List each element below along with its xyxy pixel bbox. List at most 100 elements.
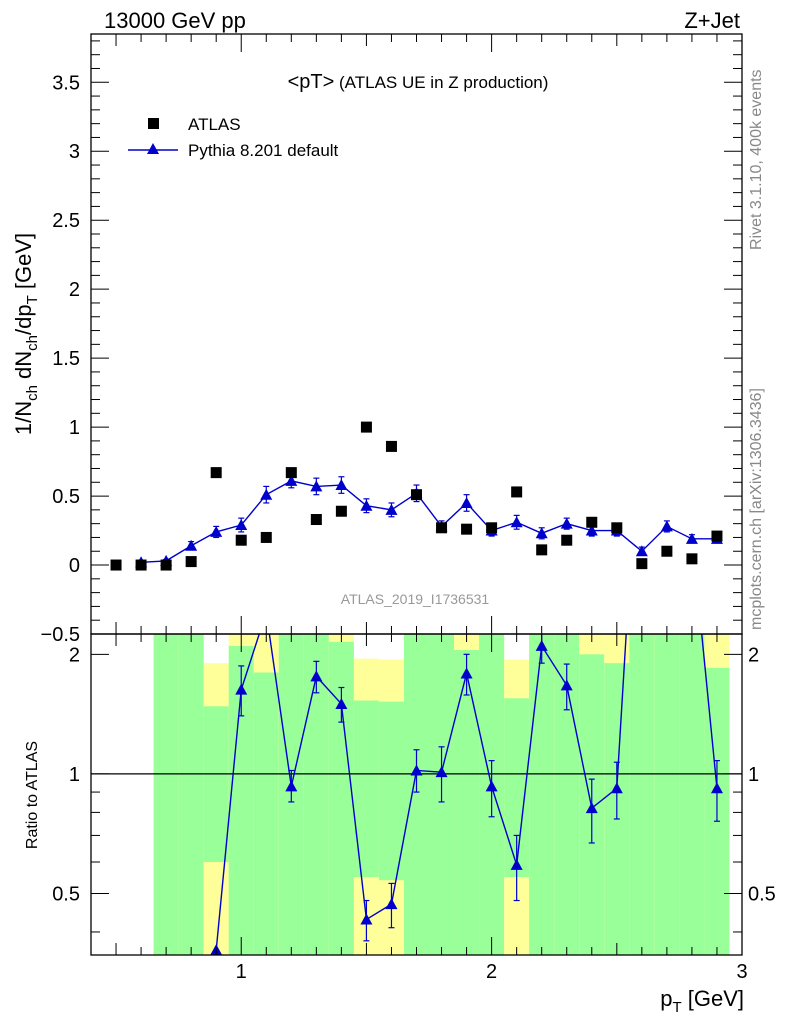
atlas-point-1	[135, 559, 147, 571]
y-label-sub-ch: ch	[24, 385, 41, 401]
main-y-tick-label-2: 0.5	[52, 486, 80, 508]
pythia-point-17	[560, 517, 573, 529]
legend: ATLAS Pythia 8.201 default	[128, 115, 339, 160]
ratio-point-19	[710, 782, 723, 794]
ratio-inner-band-15	[529, 634, 555, 955]
ratio-point-11	[485, 780, 498, 792]
atlas-point-3	[185, 556, 197, 568]
header-right: Z+Jet	[684, 8, 740, 33]
pythia-point-6	[285, 474, 298, 486]
ratio-y-tick-label-left-2: 2	[69, 644, 80, 666]
ratio-point-1	[235, 683, 248, 695]
chart-title-main: <pT>	[288, 71, 335, 93]
x-label-sub: T	[672, 999, 681, 1016]
atlas-point-2	[160, 559, 172, 571]
main-y-tick-label-6: 2.5	[52, 210, 80, 232]
ratio-point-9	[435, 766, 448, 778]
legend-pythia-marker	[147, 143, 159, 154]
atlas-point-13	[436, 522, 448, 534]
main-y-tick-label-7: 3	[69, 141, 80, 163]
ratio-y-tick-label-left-0: 0.5	[52, 883, 80, 905]
ratio-inner-band-1	[178, 634, 204, 955]
ratio-point-5	[335, 697, 348, 709]
ratio-inner-band-4	[253, 672, 279, 955]
pythia-point-20	[635, 545, 648, 557]
ratio-point-14	[560, 679, 573, 691]
main-y-tick-label-0: −0.5	[41, 624, 80, 646]
atlas-point-7	[285, 467, 297, 479]
atlas-point-20	[611, 522, 623, 534]
ratio-inner-band-20	[654, 634, 680, 955]
chart-title-rest: (ATLAS UE in Z production)	[334, 73, 548, 92]
ratio-point-13	[535, 639, 548, 651]
ratio-point-10	[460, 667, 473, 679]
mcplots-side-label: mcplots.cern.ch [arXiv:1306.3436]	[748, 388, 765, 630]
pythia-point-4	[235, 519, 248, 531]
ratio-series-group	[210, 371, 723, 955]
x-axis-label: pT [GeV]	[660, 986, 744, 1016]
axis-tick-labels: −0.5 0 0.5 1 1.5 2 2.5 3 3.5 1 2 3 0.5 0.5 1 1 2 2	[41, 72, 776, 983]
y-label-part2: dN	[11, 351, 36, 385]
header-left: 13000 GeV pp	[104, 8, 246, 33]
pythia-point-18	[585, 524, 598, 536]
pythia-point-22	[685, 532, 698, 544]
atlas-point-16	[511, 486, 523, 498]
pythia-point-8	[335, 479, 348, 491]
main-y-tick-label-4: 1.5	[52, 348, 80, 370]
atlas-point-9	[335, 505, 347, 517]
ratio-point-12	[510, 858, 523, 870]
atlas-point-11	[385, 440, 397, 452]
pythia-point-16	[535, 527, 548, 539]
ratio-point-2	[260, 606, 272, 617]
atlas-point-18	[561, 534, 573, 546]
ratio-point-3	[285, 780, 298, 792]
atlas-point-6	[260, 531, 272, 543]
ratio-inner-band-0	[153, 634, 179, 955]
ratio-inner-band-19	[629, 634, 655, 955]
atlas-point-12	[411, 489, 422, 501]
analysis-label: ATLAS_2019_I1736531	[341, 591, 490, 607]
atlas-point-14	[461, 523, 473, 535]
main-y-tick-label-3: 1	[69, 417, 80, 439]
atlas-point-19	[586, 516, 598, 528]
ratio-point-17	[636, 371, 648, 382]
y-label-sub-t: T	[24, 295, 41, 304]
ratio-inner-band-9	[378, 701, 404, 881]
legend-pythia-label: Pythia 8.201 default	[188, 141, 339, 160]
atlas-point-23	[686, 553, 698, 565]
axis-ticks	[90, 34, 743, 955]
ratio-point-8	[410, 764, 423, 776]
atlas-point-8	[310, 514, 322, 526]
main-y-tick-label-5: 2	[69, 279, 80, 301]
pythia-point-15	[510, 516, 523, 528]
atlas-point-10	[360, 421, 372, 433]
main-y-tick-label-8: 3.5	[52, 72, 80, 94]
ratio-inner-band-12	[454, 650, 480, 955]
main-y-axis-label: 1/Nch dNch/dpT [GeV]	[11, 233, 41, 435]
ratio-inner-band-8	[353, 700, 379, 878]
pythia-line	[141, 480, 717, 563]
pythia-point-9	[360, 499, 373, 511]
main-series-group	[110, 421, 723, 571]
y-label-part3: /dp	[11, 304, 36, 335]
x-tick-label-0: 1	[236, 961, 247, 983]
pythia-point-2	[185, 539, 198, 551]
ratio-y-tick-label-right-2: 2	[748, 644, 759, 666]
pythia-point-10	[385, 503, 398, 515]
atlas-point-5	[235, 534, 247, 546]
atlas-point-22	[661, 545, 673, 557]
chart-title: <pT> (ATLAS UE in Z production)	[288, 71, 549, 93]
pythia-point-13	[460, 496, 473, 508]
ratio-y-tick-label-right-1: 1	[748, 764, 759, 786]
atlas-point-21	[636, 558, 648, 570]
atlas-point-15	[486, 522, 498, 534]
ratio-y-tick-label-left-1: 1	[69, 764, 80, 786]
atlas-point-4	[210, 467, 222, 479]
legend-atlas-marker	[148, 118, 159, 129]
main-y-tick-label-1: 0	[69, 555, 80, 577]
y-label-sub-ch2: ch	[24, 335, 41, 351]
legend-atlas-label: ATLAS	[188, 115, 241, 134]
atlas-point-24	[711, 530, 723, 542]
ratio-uncertainty-bands	[153, 634, 730, 955]
